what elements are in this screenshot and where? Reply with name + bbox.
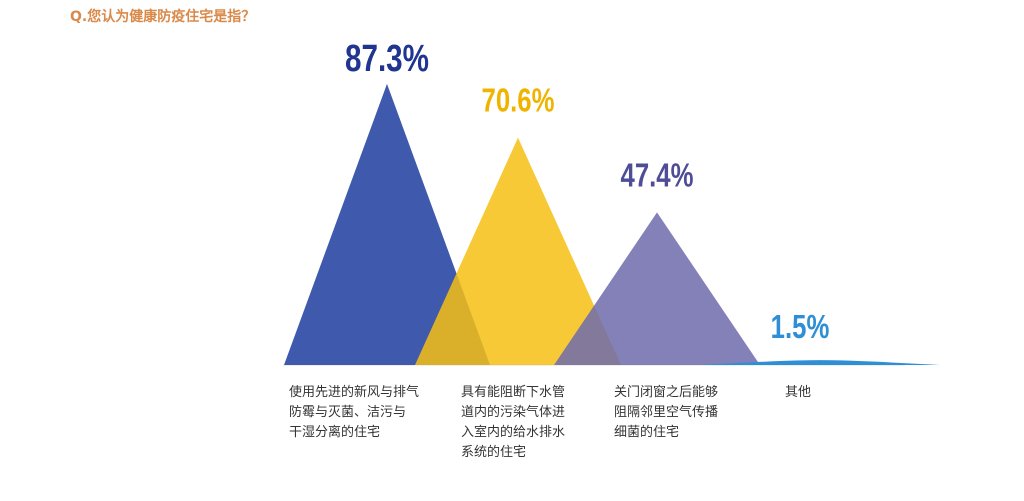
value-label-new-air: 87.3%	[345, 37, 429, 79]
value-label-drainage: 70.6%	[482, 83, 555, 120]
triangle-other	[700, 360, 940, 365]
triangle-drainage	[415, 137, 621, 365]
category-label-drainage: 具有能阻断下水管 道内的污染气体进 入室内的给水排水 系统的住宅	[461, 385, 566, 460]
value-label-other: 1.5%	[771, 309, 830, 346]
value-label-air-isolation: 47.4%	[621, 157, 694, 194]
triangle-air-isolation	[554, 212, 760, 365]
category-label-other: 其他	[785, 385, 812, 400]
category-label-air-isolation: 关门闭窗之后能够 阻隔邻里空气传播 细菌的住宅	[614, 385, 719, 440]
question-title: Q.您认为健康防疫住宅是指？	[70, 9, 256, 25]
triangle-new-air	[284, 83, 490, 366]
category-label-new-air: 使用先进的新风与排气 防霉与灭菌、洁污与 干湿分离的住宅	[289, 385, 420, 440]
